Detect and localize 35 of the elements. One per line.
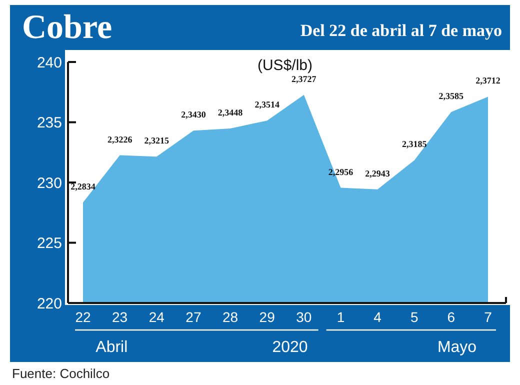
data-label: 2,3430 — [181, 110, 206, 120]
data-label: 2,2834 — [70, 182, 96, 192]
y-tick-label: 240 — [36, 54, 62, 72]
data-label: 2,3585 — [438, 91, 464, 102]
data-label: 2,3215 — [144, 136, 170, 146]
chart-title: Cobre — [22, 9, 112, 46]
x-tick-label: 5 — [410, 309, 418, 325]
y-tick-label: 230 — [36, 174, 62, 192]
text: Abril — [96, 339, 128, 356]
x-tick-label: 29 — [259, 309, 276, 325]
y-tick-label: 220 — [36, 295, 62, 312]
x-tick-label: 6 — [447, 309, 456, 325]
data-label: 2,3514 — [254, 100, 280, 110]
text: Mayo — [437, 339, 477, 356]
x-tick-label: 30 — [296, 309, 312, 325]
x-tick-label: 23 — [112, 309, 128, 325]
chart-subtitle: Del 22 de abril al 7 de mayo — [300, 21, 502, 40]
text: 2020 — [272, 339, 308, 356]
data-label: 2,2943 — [365, 168, 390, 178]
source-note: Fuente: Cochilco — [12, 366, 110, 381]
data-label: 2,3727 — [292, 74, 317, 84]
data-label: 2,3226 — [107, 134, 133, 144]
x-tick-label: 1 — [336, 309, 345, 325]
y-tick-label: 235 — [36, 114, 62, 132]
y-tick-label: 225 — [36, 235, 62, 252]
x-tick-label: 27 — [186, 309, 202, 325]
x-tick-label: 28 — [222, 309, 238, 325]
x-tick-label: 22 — [75, 309, 91, 325]
data-label: 2,3448 — [218, 108, 244, 118]
y-axis-title: (US$/lb) — [257, 57, 313, 74]
data-label: 2,3185 — [402, 139, 428, 150]
x-tick-label: 7 — [484, 309, 492, 325]
x-tick-label: 24 — [148, 309, 165, 325]
data-label: 2,3712 — [476, 76, 501, 86]
x-tick-label: 4 — [374, 309, 382, 325]
